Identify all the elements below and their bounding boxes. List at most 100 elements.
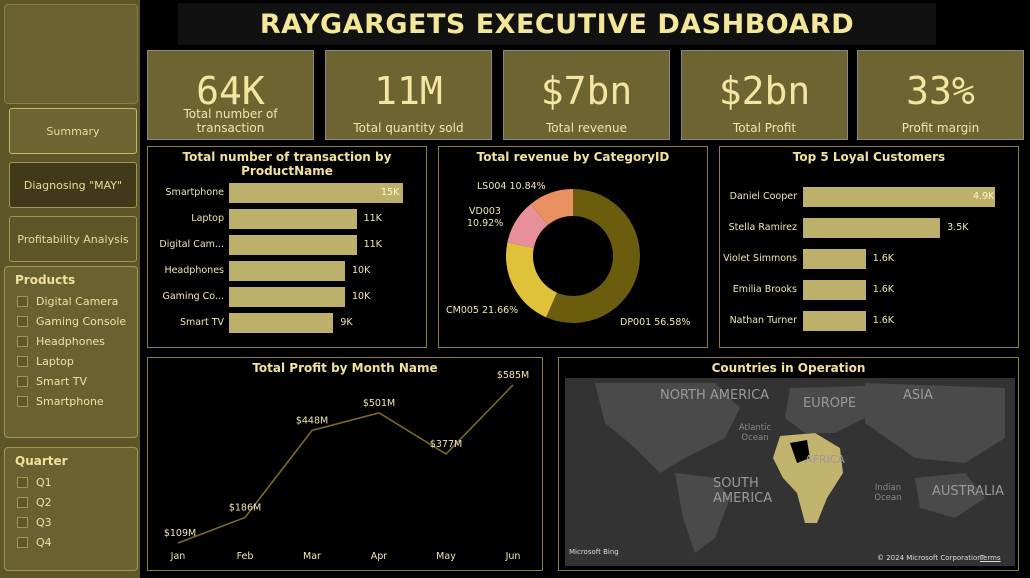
checkbox[interactable]	[17, 516, 28, 528]
bar-label: Daniel Cooper	[729, 191, 797, 202]
kpi-transactions: 64K Total number of transaction	[147, 50, 314, 140]
bar-row[interactable]: Nathan Turner	[720, 311, 797, 331]
filter-smart-tv[interactable]: Smart TV	[17, 371, 137, 391]
bar[interactable]	[803, 249, 866, 269]
map-terms-link[interactable]: Terms	[980, 554, 1001, 562]
bar-row[interactable]: Emilia Brooks	[720, 280, 797, 300]
sidebar: Summary Diagnosing "MAY" Profitability A…	[0, 0, 140, 578]
bar[interactable]	[229, 183, 403, 203]
filter-gaming-console[interactable]: Gaming Console	[17, 311, 137, 331]
chart-title: Top 5 Loyal Customers	[792, 150, 946, 164]
bar[interactable]	[803, 280, 866, 300]
label-cm005: CM005 21.66%	[446, 305, 519, 316]
chart-title: Total Profit by Month Name	[252, 361, 438, 375]
bar[interactable]	[229, 287, 345, 307]
filter-digital-camera[interactable]: Digital Camera	[17, 291, 137, 311]
kpi-value: 33%	[906, 69, 975, 113]
month-tick-label: Jun	[505, 551, 521, 562]
africa-shape	[773, 433, 843, 523]
filter-laptop[interactable]: Laptop	[17, 351, 137, 371]
profit-value-label: $377M	[430, 439, 462, 450]
bar-label: Nathan Turner	[729, 315, 797, 326]
bar[interactable]	[803, 311, 866, 331]
donut-slice-cm005[interactable]	[506, 242, 557, 318]
north-america-shape	[595, 383, 740, 473]
chart-title: Total number of transaction by ProductNa…	[182, 150, 392, 178]
profit-value-label: $448M	[296, 415, 328, 426]
bar-row[interactable]: Smartphone	[148, 183, 224, 203]
donut-slice-dp001[interactable]	[546, 189, 640, 323]
transactions-chart: Total number of transaction by ProductNa…	[147, 146, 427, 348]
bar[interactable]	[229, 235, 357, 255]
filter-q4[interactable]: Q4	[17, 532, 137, 552]
filter-smartphone[interactable]: Smartphone	[17, 391, 137, 411]
month-tick-label: Mar	[303, 551, 321, 562]
label-north-america: NORTH AMERICA	[660, 388, 770, 403]
nav-profitability-button[interactable]: Profitability Analysis	[9, 216, 137, 262]
nav-diagnosing-button[interactable]: Diagnosing "MAY"	[9, 162, 137, 208]
filter-q1[interactable]: Q1	[17, 472, 137, 492]
bar-row[interactable]: Smart TV	[148, 313, 224, 333]
kpi-value: $7bn	[540, 69, 633, 113]
checkbox[interactable]	[17, 295, 28, 307]
filter-headphones[interactable]: Headphones	[17, 331, 137, 351]
kpi-revenue: $7bn Total revenue	[503, 50, 670, 140]
south-america-shape	[675, 473, 730, 553]
bar-label: Emilia Brooks	[732, 284, 797, 295]
bar-value-label: 11K	[363, 213, 382, 224]
kpi-label: Total quantity sold	[353, 121, 464, 135]
bar-row[interactable]: Laptop	[148, 209, 224, 229]
donut-slice-vd003[interactable]	[507, 203, 548, 248]
bar[interactable]	[803, 218, 941, 238]
bar-label: Smartphone	[165, 187, 224, 198]
bar-value-label: 4.9K	[973, 191, 995, 202]
revenue-chart: Total revenue by CategoryID LS004 10.84%…	[438, 146, 708, 348]
checkbox[interactable]	[17, 395, 28, 407]
bar[interactable]	[229, 209, 357, 229]
checkbox[interactable]	[17, 536, 28, 548]
nav-summary-button[interactable]: Summary	[9, 108, 137, 154]
bar-value-label: 10K	[352, 265, 371, 276]
bar-row[interactable]: Stella Ramirez	[720, 218, 797, 238]
profit-value-label: $186M	[229, 502, 261, 513]
asia-shape	[865, 383, 1005, 463]
bar-row[interactable]: Digital Cam...	[148, 235, 224, 255]
filter-q2[interactable]: Q2	[17, 492, 137, 512]
label-indian: Indian Ocean	[874, 483, 902, 503]
bar-row[interactable]: Headphones	[148, 261, 224, 281]
bar-label: Violet Simmons	[723, 253, 797, 264]
chart-title: Countries in Operation	[711, 361, 866, 375]
kpi-value: 64K	[196, 69, 265, 113]
checkbox[interactable]	[17, 355, 28, 367]
bar[interactable]	[229, 261, 345, 281]
checkbox[interactable]	[17, 375, 28, 387]
world-map[interactable]: NORTH AMERICA EUROPE ASIA SOUTH AMERICA …	[565, 378, 1015, 566]
label-africa: AFRICA	[805, 453, 845, 466]
bar-value-label: 1.6K	[872, 253, 895, 264]
checkbox[interactable]	[17, 496, 28, 508]
bar-row[interactable]: Gaming Co...	[148, 287, 225, 307]
bar-value-label: 3.5K	[947, 222, 969, 233]
bar-row[interactable]: Violet Simmons	[720, 249, 797, 269]
kpi-label: Total revenue	[546, 121, 627, 135]
checkbox[interactable]	[17, 476, 28, 488]
label-europe: EUROPE	[803, 396, 857, 411]
products-filter-title: Products	[15, 273, 76, 287]
kpi-label: Profit margin	[901, 121, 980, 135]
month-tick-label: Jan	[170, 551, 186, 562]
filter-q3[interactable]: Q3	[17, 512, 137, 532]
checkbox[interactable]	[17, 315, 28, 327]
label-south-america: SOUTH AMERICA	[713, 476, 773, 506]
bar-row[interactable]: Daniel Cooper	[720, 187, 797, 207]
bar-label: Digital Cam...	[159, 239, 224, 250]
checkbox[interactable]	[17, 335, 28, 347]
bar-value-label: 1.6K	[872, 284, 895, 295]
donut-slice-ls004[interactable]	[530, 189, 573, 225]
month-tick-label: May	[436, 551, 456, 562]
bar-value-label: 11K	[363, 239, 382, 250]
profit-line-path[interactable]	[177, 384, 514, 544]
bar-value-label: 1.6K	[872, 315, 895, 326]
bar[interactable]	[229, 313, 334, 333]
bar[interactable]	[803, 187, 995, 207]
map-card: Countries in Operation NORTH AMERICA EUR…	[558, 357, 1019, 571]
